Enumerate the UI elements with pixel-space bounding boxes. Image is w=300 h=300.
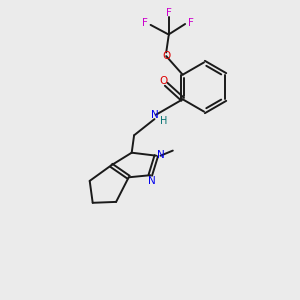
- Text: N: N: [157, 150, 164, 160]
- Text: N: N: [151, 110, 158, 120]
- Text: N: N: [148, 176, 156, 186]
- Text: H: H: [160, 116, 168, 126]
- Text: O: O: [159, 76, 167, 86]
- Text: F: F: [188, 17, 194, 28]
- Text: F: F: [166, 8, 172, 18]
- Text: O: O: [162, 51, 170, 61]
- Text: F: F: [142, 18, 148, 28]
